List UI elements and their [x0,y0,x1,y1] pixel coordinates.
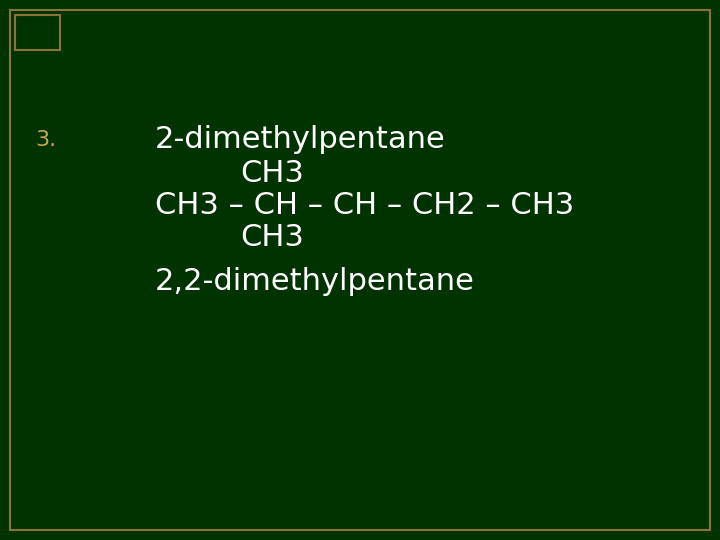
Text: 3.: 3. [35,130,56,150]
Text: 2-dimethylpentane: 2-dimethylpentane [155,125,446,154]
Text: CH3: CH3 [240,222,304,252]
Text: 2,2-dimethylpentane: 2,2-dimethylpentane [155,267,475,296]
FancyBboxPatch shape [15,15,60,50]
Text: CH3: CH3 [240,159,304,187]
Text: CH3 – CH – CH – CH2 – CH3: CH3 – CH – CH – CH2 – CH3 [155,191,575,219]
